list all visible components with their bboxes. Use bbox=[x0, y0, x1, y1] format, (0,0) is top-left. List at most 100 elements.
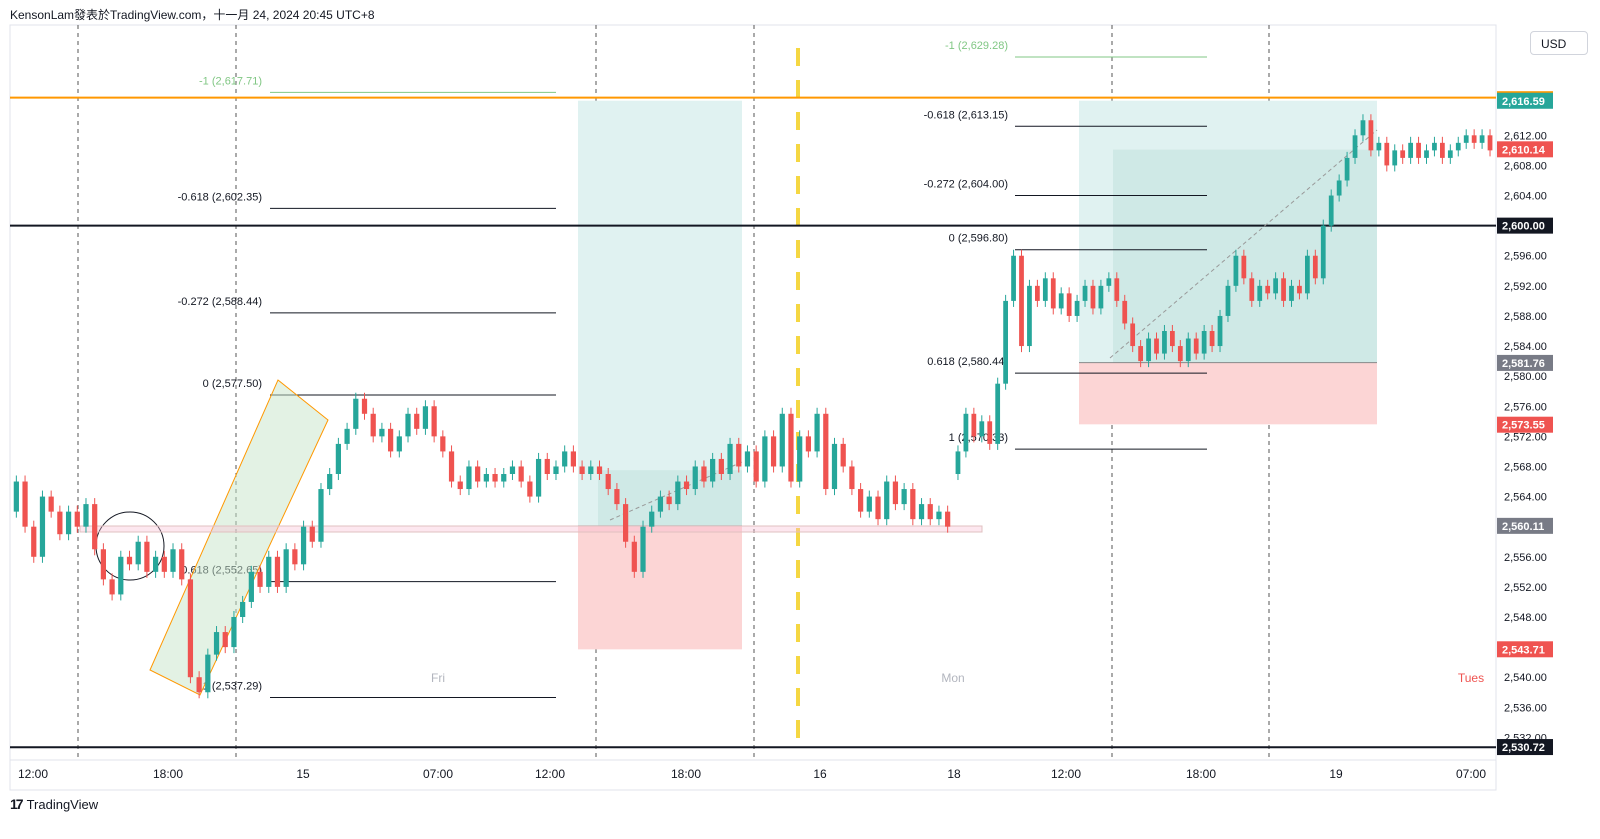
price-badge-label: 2,600.00 bbox=[1502, 221, 1545, 233]
candle-body bbox=[92, 504, 98, 550]
candle-body bbox=[1177, 346, 1183, 362]
price-badge bbox=[1497, 141, 1553, 158]
tradingview-logo[interactable]: 17 TradingView bbox=[10, 796, 98, 812]
candle-body bbox=[126, 556, 133, 565]
candle-body bbox=[1471, 135, 1477, 143]
candle-body bbox=[1106, 278, 1112, 286]
price-badge bbox=[1497, 517, 1553, 534]
candle-body bbox=[1185, 338, 1191, 362]
candle-body bbox=[1328, 195, 1334, 226]
candle-body bbox=[683, 481, 690, 490]
candle-body bbox=[614, 489, 620, 505]
candle-body bbox=[875, 496, 881, 520]
price-badge bbox=[1497, 92, 1553, 109]
candle-body bbox=[153, 556, 159, 572]
candle-body bbox=[1066, 293, 1072, 316]
candle-body bbox=[692, 466, 698, 490]
candle-body bbox=[1035, 285, 1040, 301]
candle-body bbox=[361, 398, 368, 414]
price-tick-label: 2,588.00 bbox=[1504, 311, 1547, 323]
price-tick-label: 2,576.00 bbox=[1504, 401, 1547, 413]
price-badge-label: 2,610.14 bbox=[1502, 144, 1546, 156]
candle-body bbox=[849, 466, 855, 490]
candle-body bbox=[710, 458, 716, 482]
candle-body bbox=[1154, 338, 1159, 354]
trend-channel bbox=[149, 379, 329, 696]
candle-body bbox=[1297, 285, 1302, 294]
fib-level-label: -0.272 (2,604.00) bbox=[924, 179, 1008, 191]
candle-body bbox=[1201, 331, 1207, 354]
candle-body bbox=[1090, 285, 1096, 309]
price-tick-label: 2,552.00 bbox=[1504, 582, 1547, 594]
horizontal-lines bbox=[10, 96, 1496, 749]
candle-body bbox=[414, 413, 420, 429]
candle-body bbox=[623, 504, 629, 542]
candle-body bbox=[918, 504, 925, 520]
candle-body bbox=[205, 654, 211, 693]
candle-body bbox=[231, 617, 237, 648]
candle-body bbox=[901, 489, 907, 505]
candle-body bbox=[483, 474, 489, 482]
candle-body bbox=[1273, 278, 1278, 294]
price-tick-label: 2,536.00 bbox=[1504, 702, 1547, 714]
session-label: Mon bbox=[941, 671, 964, 685]
candle-body bbox=[1225, 285, 1231, 316]
time-tick-label: 12:00 bbox=[18, 767, 48, 781]
candle-body bbox=[840, 443, 846, 467]
candle-body bbox=[1058, 293, 1064, 309]
price-tick-label: 2,612.00 bbox=[1504, 130, 1547, 142]
candle-body bbox=[335, 443, 341, 474]
candle-body bbox=[475, 466, 481, 482]
price-badge-label: 2,573.55 bbox=[1502, 420, 1545, 432]
candle-body bbox=[1162, 331, 1167, 354]
candle-body bbox=[1487, 135, 1493, 151]
candle-body bbox=[213, 632, 220, 655]
candle-body bbox=[501, 474, 507, 482]
candle-body bbox=[1281, 278, 1286, 301]
candle-body bbox=[65, 511, 72, 535]
candle-body bbox=[884, 481, 890, 520]
candles bbox=[13, 114, 1493, 699]
candle-body bbox=[995, 383, 1001, 444]
candle-body bbox=[1416, 142, 1421, 158]
fib-level-label: -0.618 (2,602.35) bbox=[178, 191, 262, 203]
candle-body bbox=[963, 413, 969, 452]
candle-body bbox=[1336, 180, 1342, 196]
candle-body bbox=[535, 458, 542, 497]
candle-body bbox=[448, 451, 455, 482]
candle-body bbox=[858, 489, 864, 512]
candle-body bbox=[945, 511, 951, 527]
price-badge-label: 2,616.59 bbox=[1502, 96, 1545, 108]
time-tick-label: 18:00 bbox=[671, 767, 701, 781]
session-labels: Fri Mon Tues bbox=[431, 671, 1484, 685]
candle-body bbox=[866, 496, 872, 512]
price-tick-label: 2,568.00 bbox=[1504, 461, 1547, 473]
candle-body bbox=[544, 458, 550, 474]
candle-body bbox=[388, 428, 394, 452]
price-badge bbox=[1497, 354, 1553, 371]
candle-body bbox=[562, 451, 568, 467]
candle-body bbox=[309, 526, 315, 542]
candle-body bbox=[74, 511, 80, 527]
candle-body bbox=[327, 474, 333, 490]
fib-level-label: 1 (2,570.33) bbox=[949, 432, 1008, 444]
candle-body bbox=[666, 496, 672, 505]
price-badge bbox=[1497, 641, 1553, 658]
candle-body bbox=[657, 496, 664, 512]
candle-body bbox=[1384, 142, 1390, 166]
candle-body bbox=[1019, 255, 1024, 347]
candle-body bbox=[640, 526, 646, 572]
candle-body bbox=[518, 466, 524, 482]
candle-body bbox=[1312, 255, 1318, 279]
time-tick-label: 12:00 bbox=[1051, 767, 1081, 781]
candle-body bbox=[466, 466, 472, 490]
price-badge bbox=[1497, 416, 1553, 433]
currency-button[interactable]: USD bbox=[1530, 31, 1588, 55]
fib-level-label: -0.272 (2,588.44) bbox=[178, 296, 262, 308]
price-tick-label: 2,540.00 bbox=[1504, 672, 1547, 684]
candle-body bbox=[1479, 135, 1485, 143]
price-badge-label: 2,543.71 bbox=[1502, 644, 1545, 656]
fib-level-label: 0 (2,596.80) bbox=[949, 233, 1008, 245]
target-zone bbox=[578, 100, 742, 526]
